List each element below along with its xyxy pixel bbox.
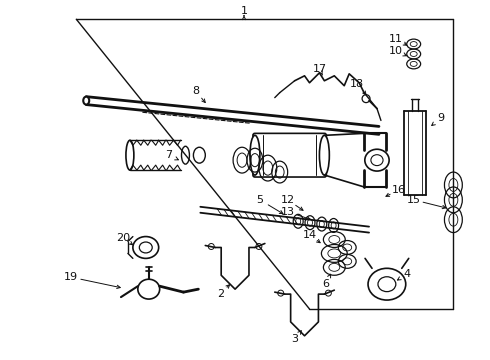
- Text: 14: 14: [302, 230, 317, 239]
- Text: 13: 13: [281, 207, 294, 217]
- Text: 8: 8: [192, 86, 199, 96]
- Text: 3: 3: [291, 334, 298, 344]
- Text: 2: 2: [217, 289, 224, 299]
- Ellipse shape: [83, 96, 89, 105]
- Text: 7: 7: [165, 150, 172, 160]
- Text: 4: 4: [403, 269, 410, 279]
- Text: 9: 9: [437, 113, 444, 123]
- Ellipse shape: [250, 135, 260, 175]
- Text: 20: 20: [116, 233, 130, 243]
- Text: 5: 5: [256, 195, 264, 205]
- Ellipse shape: [319, 135, 329, 175]
- Text: 1: 1: [241, 6, 247, 16]
- Text: 19: 19: [64, 272, 78, 282]
- Text: 10: 10: [389, 46, 403, 56]
- Text: 18: 18: [350, 79, 364, 89]
- Text: 12: 12: [281, 195, 294, 205]
- Text: 6: 6: [322, 279, 329, 289]
- Text: 15: 15: [407, 195, 421, 205]
- Text: 11: 11: [389, 34, 403, 44]
- Text: 17: 17: [312, 64, 326, 74]
- Text: 16: 16: [392, 185, 406, 195]
